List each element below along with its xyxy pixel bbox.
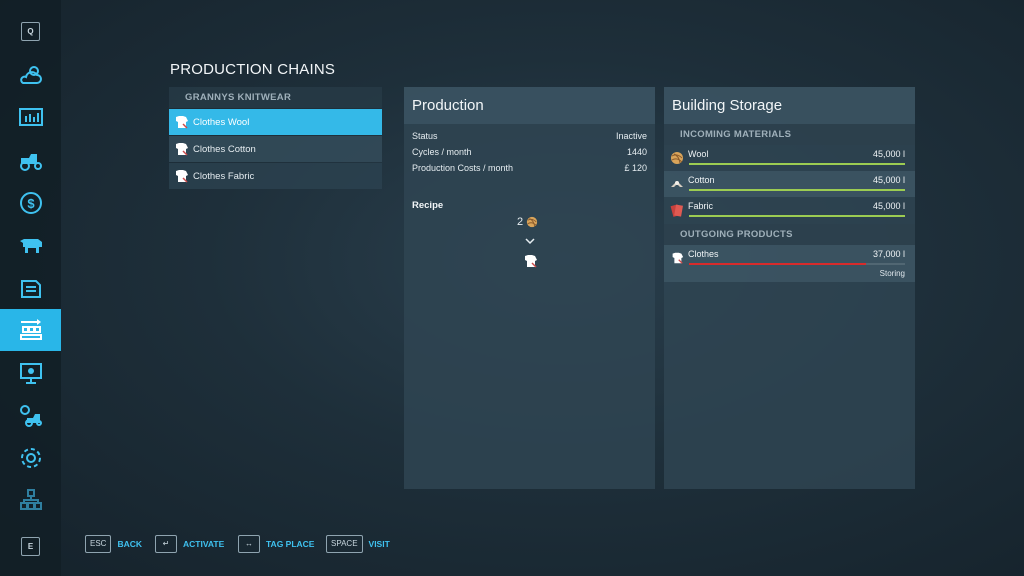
sidebar-item-finances[interactable]: $ (0, 182, 61, 224)
visit-hint[interactable]: SPACE VISIT (326, 535, 390, 553)
cycles-row: Cycles / month 1440 (404, 144, 655, 160)
fabric-icon (670, 204, 683, 217)
settings-icon (20, 448, 41, 468)
chain-item-clothes-wool[interactable]: Clothes Wool (169, 109, 382, 135)
fill-level (689, 189, 905, 191)
costs-value: £ 120 (624, 163, 647, 173)
cycles-value: 1440 (626, 147, 647, 157)
stats-icon (18, 108, 43, 126)
contracts-icon (20, 280, 41, 298)
wool-icon (526, 216, 538, 228)
fill-level (689, 263, 867, 265)
sidebar-item-multiplayer[interactable] (0, 479, 61, 521)
status-row: Status Inactive (404, 128, 655, 144)
page-title: PRODUCTION CHAINS (170, 61, 336, 78)
storage-label: Clothes (688, 249, 719, 259)
costs-label: Production Costs / month (412, 163, 514, 173)
storage-amount: 45,000 l (872, 175, 905, 185)
building-storage-panel: Building Storage INCOMING MATERIALS Wool… (664, 87, 915, 489)
storage-label: Wool (688, 149, 709, 159)
clothes-icon (672, 252, 684, 264)
storage-row-fabric: Fabric 45,000 l (664, 197, 915, 223)
animals-icon (19, 239, 42, 253)
clothes-icon (525, 255, 537, 268)
sidebar-item-production[interactable] (0, 309, 61, 351)
outgoing-products-header: OUTGOING PRODUCTS (664, 224, 915, 245)
space-key: SPACE (326, 535, 363, 553)
sidebar-item-tutorial[interactable] (0, 352, 61, 394)
wool-icon (671, 152, 683, 164)
vehicles-icon (19, 154, 42, 171)
output-mode-status[interactable]: Storing (879, 269, 905, 278)
clothes-icon (173, 115, 189, 129)
production-chain-list: GRANNYS KNITWEAR Clothes Wool Clothes Co… (169, 87, 382, 189)
storage-amount: 45,000 l (872, 201, 905, 211)
storage-label: Cotton (688, 175, 715, 185)
clothes-icon (173, 169, 189, 183)
recipe-title: Recipe (412, 200, 444, 211)
chain-item-clothes-cotton[interactable]: Clothes Cotton (169, 136, 382, 162)
svg-text:$: $ (27, 196, 35, 211)
hint-label: TAG PLACE (266, 539, 315, 549)
prev-page-key[interactable]: Q (21, 22, 40, 41)
storage-amount: 45,000 l (872, 149, 905, 159)
multiplayer-icon (19, 489, 42, 510)
fill-level (689, 215, 905, 217)
cotton-icon (671, 181, 683, 187)
hint-label: ACTIVATE (183, 539, 225, 549)
weather-icon (19, 66, 42, 84)
fill-level (689, 163, 905, 165)
sidebar-item-settings[interactable] (0, 437, 61, 479)
chain-group-header: GRANNYS KNITWEAR (169, 87, 382, 108)
chain-item-label: Clothes Wool (193, 116, 250, 128)
tag-place-hint[interactable]: ↔ TAG PLACE (238, 535, 314, 553)
hint-label: BACK (117, 539, 143, 549)
tutorial-icon (19, 363, 42, 384)
sidebar-item-weather[interactable] (0, 54, 61, 96)
chain-item-label: Clothes Fabric (193, 170, 255, 182)
fill-level-bar (689, 189, 905, 191)
storage-row-wool: Wool 45,000 l (664, 145, 915, 171)
storage-row-clothes: Clothes 37,000 l Storing (664, 245, 915, 282)
storage-label: Fabric (688, 201, 714, 211)
fill-level-bar (689, 215, 905, 217)
status-value: Inactive (615, 131, 647, 141)
clothes-icon (173, 142, 189, 156)
sidebar-item-statistics[interactable] (0, 97, 61, 139)
recipe-input-amount: 2 (517, 216, 524, 228)
back-hint[interactable]: ESC BACK (85, 535, 142, 553)
chevron-down-icon (525, 238, 535, 245)
production-panel: Production Status Inactive Cycles / mont… (404, 87, 655, 489)
production-title: Production (404, 87, 655, 124)
hint-label: VISIT (368, 539, 390, 549)
sidebar-item-contracts[interactable] (0, 267, 61, 309)
incoming-materials-header: INCOMING MATERIALS (664, 124, 915, 145)
activate-hint[interactable]: ↵ ACTIVATE (155, 535, 224, 553)
storage-title: Building Storage (664, 87, 915, 124)
storage-amount: 37,000 l (872, 249, 905, 259)
sidebar-item-vehicles[interactable] (0, 139, 61, 181)
garage-icon (19, 405, 42, 427)
sidebar: Q $ E (0, 0, 61, 576)
enter-key-icon: ↵ (155, 535, 177, 553)
production-icon (19, 319, 42, 340)
next-page-key[interactable]: E (21, 537, 40, 556)
status-label: Status (412, 131, 438, 141)
fill-level-bar (689, 163, 905, 165)
fill-level-bar (689, 263, 905, 265)
costs-row: Production Costs / month £ 120 (404, 160, 655, 176)
chain-item-label: Clothes Cotton (193, 143, 256, 155)
sidebar-item-garage[interactable] (0, 394, 61, 436)
arrows-key-icon: ↔ (238, 535, 260, 553)
sidebar-item-animals[interactable] (0, 224, 61, 266)
storage-row-cotton: Cotton 45,000 l (664, 171, 915, 197)
cycles-label: Cycles / month (412, 147, 472, 157)
esc-key: ESC (85, 535, 112, 553)
chain-item-clothes-fabric[interactable]: Clothes Fabric (169, 163, 382, 189)
recipe-input: 2 (517, 216, 538, 228)
finances-icon: $ (19, 192, 42, 214)
